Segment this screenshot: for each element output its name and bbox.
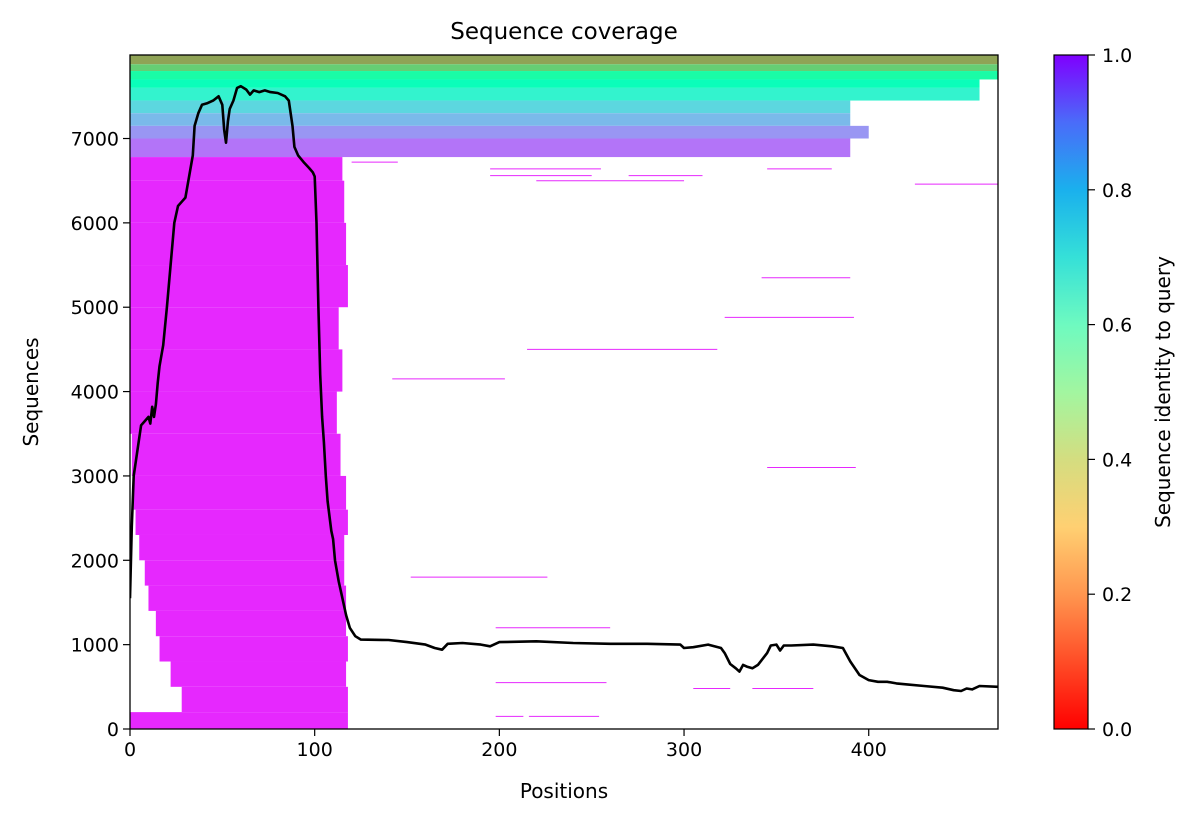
x-tick-label-400: 400 <box>851 739 887 761</box>
identity-band-6 <box>130 113 851 126</box>
identity-band-5 <box>130 100 851 114</box>
y-tick-label-7000: 7000 <box>71 129 119 151</box>
red-block-slice-16 <box>130 180 345 223</box>
red-block-slice-7 <box>139 534 345 561</box>
chart-title: Sequence coverage <box>450 19 678 45</box>
coverage-line-layer <box>130 84 998 693</box>
colorbar-tick-label-1.0: 1.0 <box>1102 45 1132 67</box>
heatmap-area <box>130 55 998 729</box>
x-axis: 0 100 200 300 400 <box>124 729 887 761</box>
y-tick-label-6000: 6000 <box>71 213 119 235</box>
identity-band-1 <box>130 64 998 72</box>
red-block-slice-15 <box>130 222 347 266</box>
colorbar-tick-label-0.8: 0.8 <box>1102 180 1132 202</box>
red-block-slice-9 <box>133 475 347 510</box>
colorbar-tick-label-0.2: 0.2 <box>1102 584 1132 606</box>
y-tick-label-5000: 5000 <box>71 297 119 319</box>
red-block-slice-12 <box>130 349 343 392</box>
red-block-slice-8 <box>135 509 348 535</box>
red-block-slice-13 <box>130 307 339 350</box>
colorbar-ticks: 0.0 0.2 0.4 0.6 0.8 1.0 <box>1088 45 1132 741</box>
red-block-slice-3 <box>159 636 348 662</box>
red-block-slice-11 <box>130 391 337 434</box>
red-block-slice-0 <box>130 712 348 729</box>
y-tick-label-2000: 2000 <box>71 550 119 572</box>
colorbar-tick-label-0.0: 0.0 <box>1102 719 1132 741</box>
red-block-slice-4 <box>155 610 347 637</box>
y-tick-label-0: 0 <box>107 719 119 741</box>
x-tick-label-0: 0 <box>124 739 136 761</box>
red-block-slice-2 <box>170 661 347 687</box>
identity-band-7 <box>130 125 869 139</box>
x-tick-label-200: 200 <box>481 739 517 761</box>
y-tick-label-3000: 3000 <box>71 466 119 488</box>
identity-band-2 <box>130 71 998 80</box>
y-tick-label-1000: 1000 <box>71 635 119 657</box>
coverage-line <box>130 84 998 693</box>
y-tick-label-4000: 4000 <box>71 382 119 404</box>
red-block-slice-1 <box>181 686 348 713</box>
colorbar <box>1053 54 1089 730</box>
colorbar-label: Sequence identity to query <box>1151 256 1175 528</box>
red-block-slice-10 <box>131 433 341 476</box>
x-axis-label: Positions <box>520 779 608 803</box>
identity-band-4 <box>130 87 980 101</box>
identity-band-8 <box>130 138 851 158</box>
red-block-slice-5 <box>148 585 347 611</box>
red-block-slice-6 <box>144 560 345 586</box>
red-block-slice-14 <box>130 265 348 308</box>
red-block-slice-17 <box>130 157 343 181</box>
identity-band-0 <box>130 55 998 65</box>
colorbar-tick-label-0.6: 0.6 <box>1102 315 1132 337</box>
y-axis-label: Sequences <box>19 337 43 446</box>
y-axis: 0 1000 2000 3000 4000 5000 6000 7000 <box>71 129 130 741</box>
identity-band-3 <box>130 79 980 88</box>
x-tick-label-100: 100 <box>297 739 333 761</box>
x-tick-label-300: 300 <box>666 739 702 761</box>
colorbar-tick-label-0.4: 0.4 <box>1102 449 1132 471</box>
